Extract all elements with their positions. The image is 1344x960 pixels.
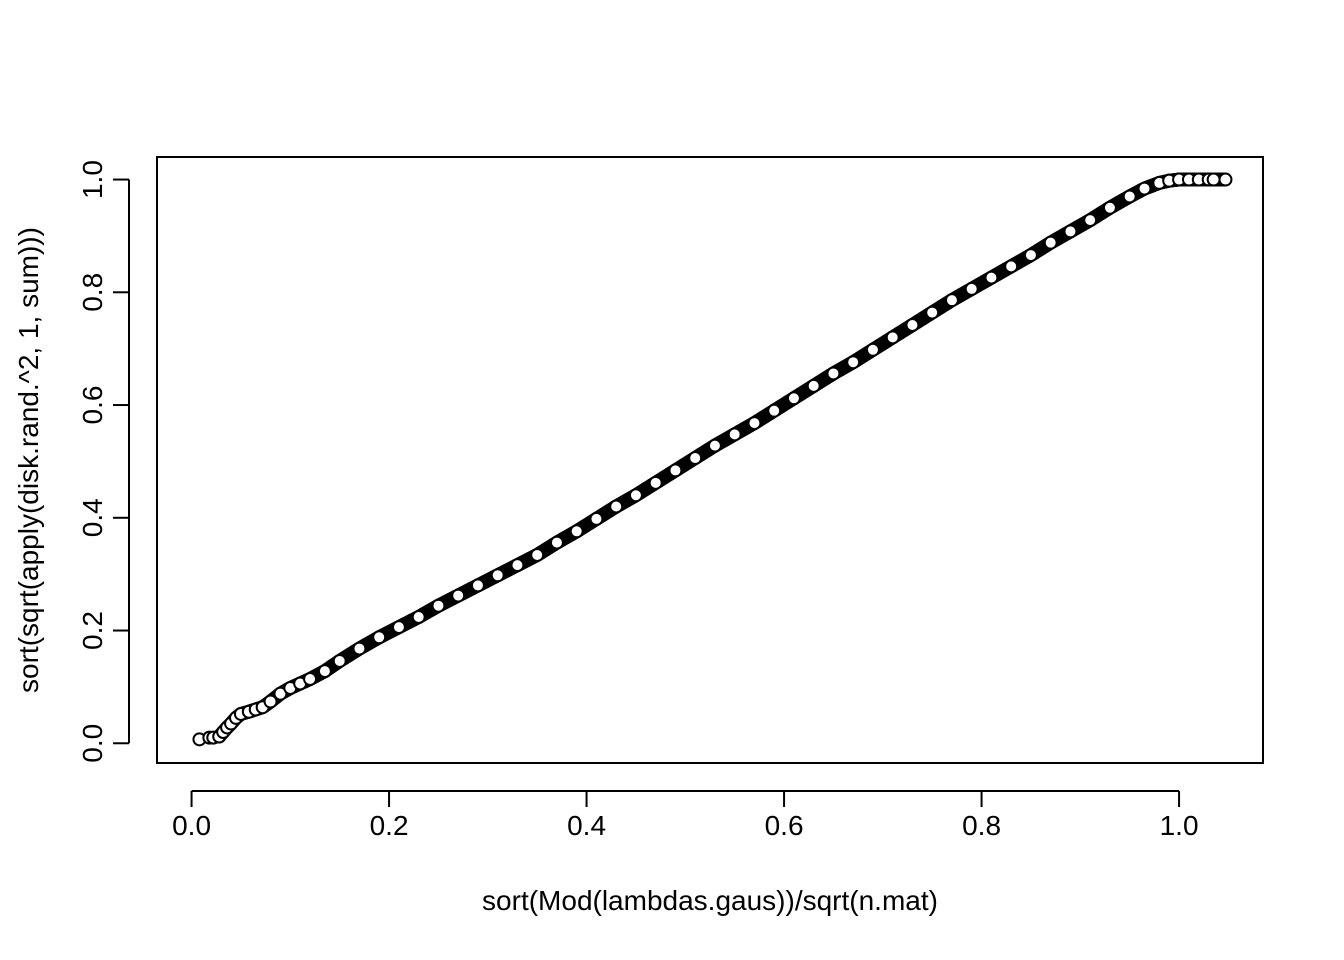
data-point: [332, 653, 347, 668]
data-point: [648, 475, 663, 490]
data-point: [865, 342, 880, 357]
data-point: [411, 609, 426, 624]
data-point: [944, 293, 959, 308]
data-point: [1004, 259, 1019, 274]
data-point: [1206, 172, 1221, 187]
plot-frame: [156, 156, 1264, 764]
data-point: [1218, 172, 1233, 187]
data-point: [885, 330, 900, 345]
data-points: [192, 172, 1233, 747]
x-axis: 0.0 0.2 0.4 0.6 0.8 1.0: [172, 790, 1199, 841]
data-point: [569, 524, 584, 539]
data-point: [490, 568, 505, 583]
data-point: [747, 416, 762, 431]
data-point: [470, 578, 485, 593]
data-point: [707, 438, 722, 453]
data-point: [826, 366, 841, 381]
y-tick-label: 0.4: [77, 498, 108, 537]
data-point: [589, 511, 604, 526]
data-point: [1102, 200, 1117, 215]
data-point: [767, 403, 782, 418]
data-point: [1043, 235, 1058, 250]
data-point: [530, 547, 545, 562]
data-point: [727, 427, 742, 442]
data-point: [372, 630, 387, 645]
x-tick-label: 0.0: [172, 810, 211, 841]
dense-point-trail: [212, 172, 1231, 744]
data-point: [510, 558, 525, 573]
data-point: [352, 641, 367, 656]
data-point: [263, 694, 278, 709]
x-tick-label: 0.2: [370, 810, 409, 841]
data-point: [1122, 189, 1137, 204]
data-point: [1083, 213, 1098, 228]
data-point: [549, 535, 564, 550]
data-point: [1063, 224, 1078, 239]
data-point: [786, 391, 801, 406]
data-point: [806, 378, 821, 393]
y-axis: 0.0 0.2 0.4 0.6 0.8 1.0: [77, 160, 130, 763]
data-point: [431, 598, 446, 613]
x-axis-label: sort(Mod(lambdas.gaus))/sqrt(n.mat): [482, 885, 938, 916]
data-point: [1137, 181, 1152, 196]
data-point: [303, 672, 318, 687]
data-point: [628, 488, 643, 503]
data-point: [451, 588, 466, 603]
y-tick-label: 0.2: [77, 611, 108, 650]
data-point: [609, 499, 624, 514]
data-point: [925, 305, 940, 320]
y-tick-label: 0.8: [77, 273, 108, 312]
x-tick-label: 0.8: [962, 810, 1001, 841]
x-tick-label: 1.0: [1160, 810, 1199, 841]
data-point: [1023, 248, 1038, 263]
y-tick-label: 1.0: [77, 160, 108, 199]
data-point: [391, 620, 406, 635]
data-point: [317, 664, 332, 679]
x-tick-label: 0.4: [567, 810, 606, 841]
data-point: [846, 355, 861, 370]
data-point: [668, 463, 683, 478]
data-point: [905, 317, 920, 332]
data-point: [984, 270, 999, 285]
x-tick-label: 0.6: [765, 810, 804, 841]
y-tick-label: 0.6: [77, 386, 108, 425]
y-axis-label: sort(sqrt(apply(disk.rand.^2, 1, sum))): [13, 227, 44, 693]
data-point: [688, 451, 703, 466]
data-point: [964, 281, 979, 296]
y-tick-label: 0.0: [77, 724, 108, 763]
